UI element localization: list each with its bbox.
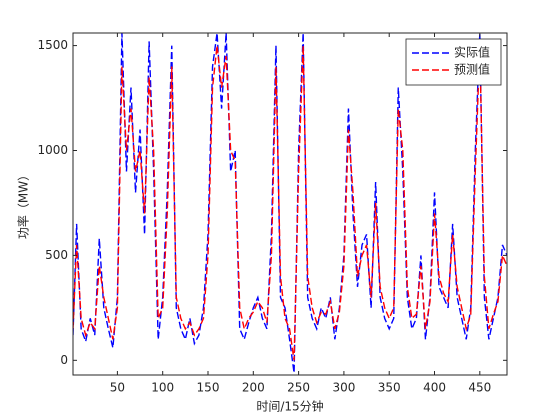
x-tick-label: 50 <box>110 381 125 395</box>
x-axis-label: 时间/15分钟 <box>256 399 323 414</box>
x-tick-label: 150 <box>197 381 220 395</box>
axes-box <box>72 32 508 376</box>
x-tick-label: 400 <box>423 381 446 395</box>
series-line <box>73 33 507 373</box>
x-tick-label: 200 <box>242 381 265 395</box>
y-tick-label: 1500 <box>37 38 68 52</box>
y-tick-label: 0 <box>60 353 68 367</box>
x-tick-label: 100 <box>151 381 174 395</box>
series-line <box>73 45 507 361</box>
x-tick-label: 300 <box>332 381 355 395</box>
y-axis-label: 功率（MW） <box>16 169 31 239</box>
y-tick-label: 1000 <box>37 143 68 157</box>
legend-label: 实际值 <box>454 45 490 60</box>
x-tick-label: 250 <box>287 381 310 395</box>
y-tick-label: 500 <box>45 248 68 262</box>
legend-box <box>405 38 502 86</box>
x-tick-label: 350 <box>378 381 401 395</box>
x-tick-label: 450 <box>468 381 491 395</box>
legend-label: 预测值 <box>454 62 490 77</box>
